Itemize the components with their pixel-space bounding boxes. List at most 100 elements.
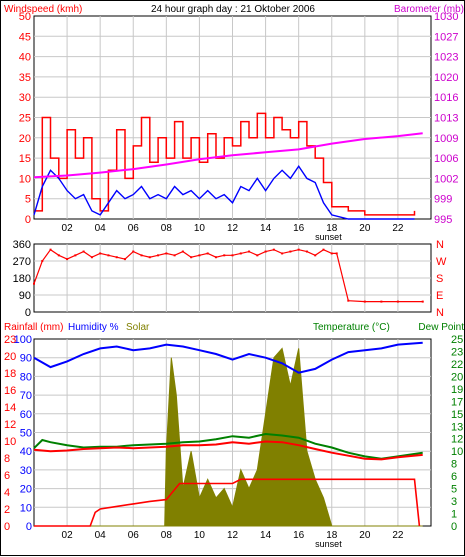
wind-direction-point: [214, 256, 217, 259]
barometer-series-line: [33, 132, 423, 179]
direction-tick-label: 90: [19, 290, 31, 302]
humidity-tick-label: 100: [14, 334, 32, 346]
humidity-tick-label: 70: [20, 390, 32, 402]
x-tick-label: 22: [392, 223, 404, 234]
barometer-tick-label: 1023: [434, 52, 458, 64]
humidity-tick-label: 40: [20, 446, 32, 458]
direction-tick-label: 180: [13, 273, 31, 285]
windspeed-tick-label: 5: [25, 194, 31, 206]
wind-direction-point: [264, 250, 267, 253]
direction-tick-label: 0: [25, 307, 31, 319]
wind-direction-point: [380, 300, 383, 303]
barometer-tick-label: 1002: [434, 173, 458, 185]
x-tick-label: 20: [359, 223, 371, 234]
x-tick-label: 02: [62, 530, 74, 541]
windspeed-tick-label: 0: [25, 214, 31, 226]
wind-direction-point: [57, 254, 60, 257]
windspeed-tick-label: 20: [19, 133, 31, 145]
wind-direction-point: [33, 282, 35, 285]
wind-direction-point: [181, 250, 184, 253]
wind-direction-point: [74, 254, 77, 257]
wind-direction-point: [99, 252, 102, 255]
direction-tick-label: 270: [13, 256, 31, 268]
windspeed-tick-label: 15: [19, 153, 31, 165]
barometer-tick-label: 1006: [434, 153, 458, 165]
wind-direction-point: [335, 252, 338, 255]
wind-chart-title: 24 hour graph day : 21 Oktober 2006: [151, 4, 315, 15]
barometer-axis-label: Barometer (mb): [394, 4, 464, 15]
compass-label: E: [436, 290, 443, 302]
wind-direction-point: [305, 250, 308, 253]
x-tick-label: 16: [293, 223, 305, 234]
windspeed-tick-label: 35: [19, 72, 31, 84]
barometer-tick-label: 1027: [434, 31, 458, 43]
rainfall-axis-label: Rainfall (mm): [4, 322, 63, 333]
rainfall-tick-label: 23: [4, 334, 16, 346]
windspeed-tick-label: 45: [19, 31, 31, 43]
temperature-tick-label: 13: [451, 421, 463, 433]
x-tick-label: 04: [95, 223, 107, 234]
x-tick-label: 16: [293, 530, 305, 541]
temperature-tick-label: 23: [451, 346, 463, 358]
x-tick-label: 08: [161, 530, 173, 541]
x-tick-label: 08: [161, 223, 173, 234]
x-tick-label: 06: [128, 223, 140, 234]
windspeed-axis-label: Windspeed (kmh): [4, 4, 82, 15]
x-tick-label: 02: [62, 223, 74, 234]
wind-direction-point: [82, 250, 85, 253]
rainfall-tick-label: 12: [4, 419, 16, 431]
temperature-tick-label: 6: [451, 471, 457, 483]
humidity-tick-label: 30: [20, 465, 32, 477]
windspeed-tick-label: 30: [19, 92, 31, 104]
wind-direction-point: [190, 256, 193, 259]
temperature-tick-label: 25: [451, 334, 463, 346]
x-tick-label: 20: [359, 530, 371, 541]
wind-direction-point: [231, 254, 234, 257]
windspeed-tick-label: 40: [19, 52, 31, 64]
solar-axis-label: Solar: [126, 322, 150, 333]
x-tick-label: 04: [95, 530, 107, 541]
wind-direction-point: [165, 252, 168, 255]
x-tick-label: 14: [260, 223, 272, 234]
barometer-tick-label: 999: [434, 194, 452, 206]
temperature-tick-label: 8: [451, 459, 457, 471]
compass-label: N: [436, 239, 444, 251]
x-tick-label: 10: [194, 530, 206, 541]
x-tick-label: 22: [392, 530, 404, 541]
rainfall-tick-label: 16: [4, 385, 16, 397]
rainfall-tick-label: 8: [4, 453, 10, 465]
wind-direction-point: [363, 300, 366, 303]
temperature-tick-label: 12: [451, 434, 463, 446]
barometer-tick-label: 995: [434, 214, 452, 226]
wind-direction-point: [289, 250, 292, 253]
wind-direction-point: [206, 252, 209, 255]
wind-direction-point: [347, 299, 350, 302]
wind-direction-point: [132, 250, 135, 253]
wind-direction-point: [256, 254, 259, 257]
wind-direction-point: [49, 248, 52, 251]
dewpoint-axis-label: Dew Point: [418, 322, 464, 333]
wind-direction-point: [272, 248, 275, 251]
temperature-series-line: [33, 440, 423, 461]
wind-direction-point: [330, 252, 333, 255]
x-tick-label: 12: [227, 530, 239, 541]
rainfall-tick-label: 2: [4, 504, 10, 516]
temperature-tick-label: 5: [451, 484, 457, 496]
x-tick-label: 12: [227, 223, 239, 234]
rainfall-tick-label: 10: [4, 436, 16, 448]
humidity-tick-label: 60: [20, 409, 32, 421]
gust-series-line: [34, 112, 416, 216]
x-tick-label: 18: [326, 223, 338, 234]
wind-direction-point: [248, 250, 251, 253]
humidity-tick-label: 0: [26, 521, 32, 533]
temperature-tick-label: 3: [451, 496, 457, 508]
temperature-tick-label: 19: [451, 384, 463, 396]
temperature-tick-label: 0: [451, 521, 457, 533]
temperature-tick-label: 22: [451, 359, 463, 371]
wind-direction-point: [421, 300, 424, 303]
windspeed-tick-label: 50: [19, 11, 31, 23]
rainfall-tick-label: 6: [4, 470, 10, 482]
wind-direction-point: [41, 260, 44, 262]
